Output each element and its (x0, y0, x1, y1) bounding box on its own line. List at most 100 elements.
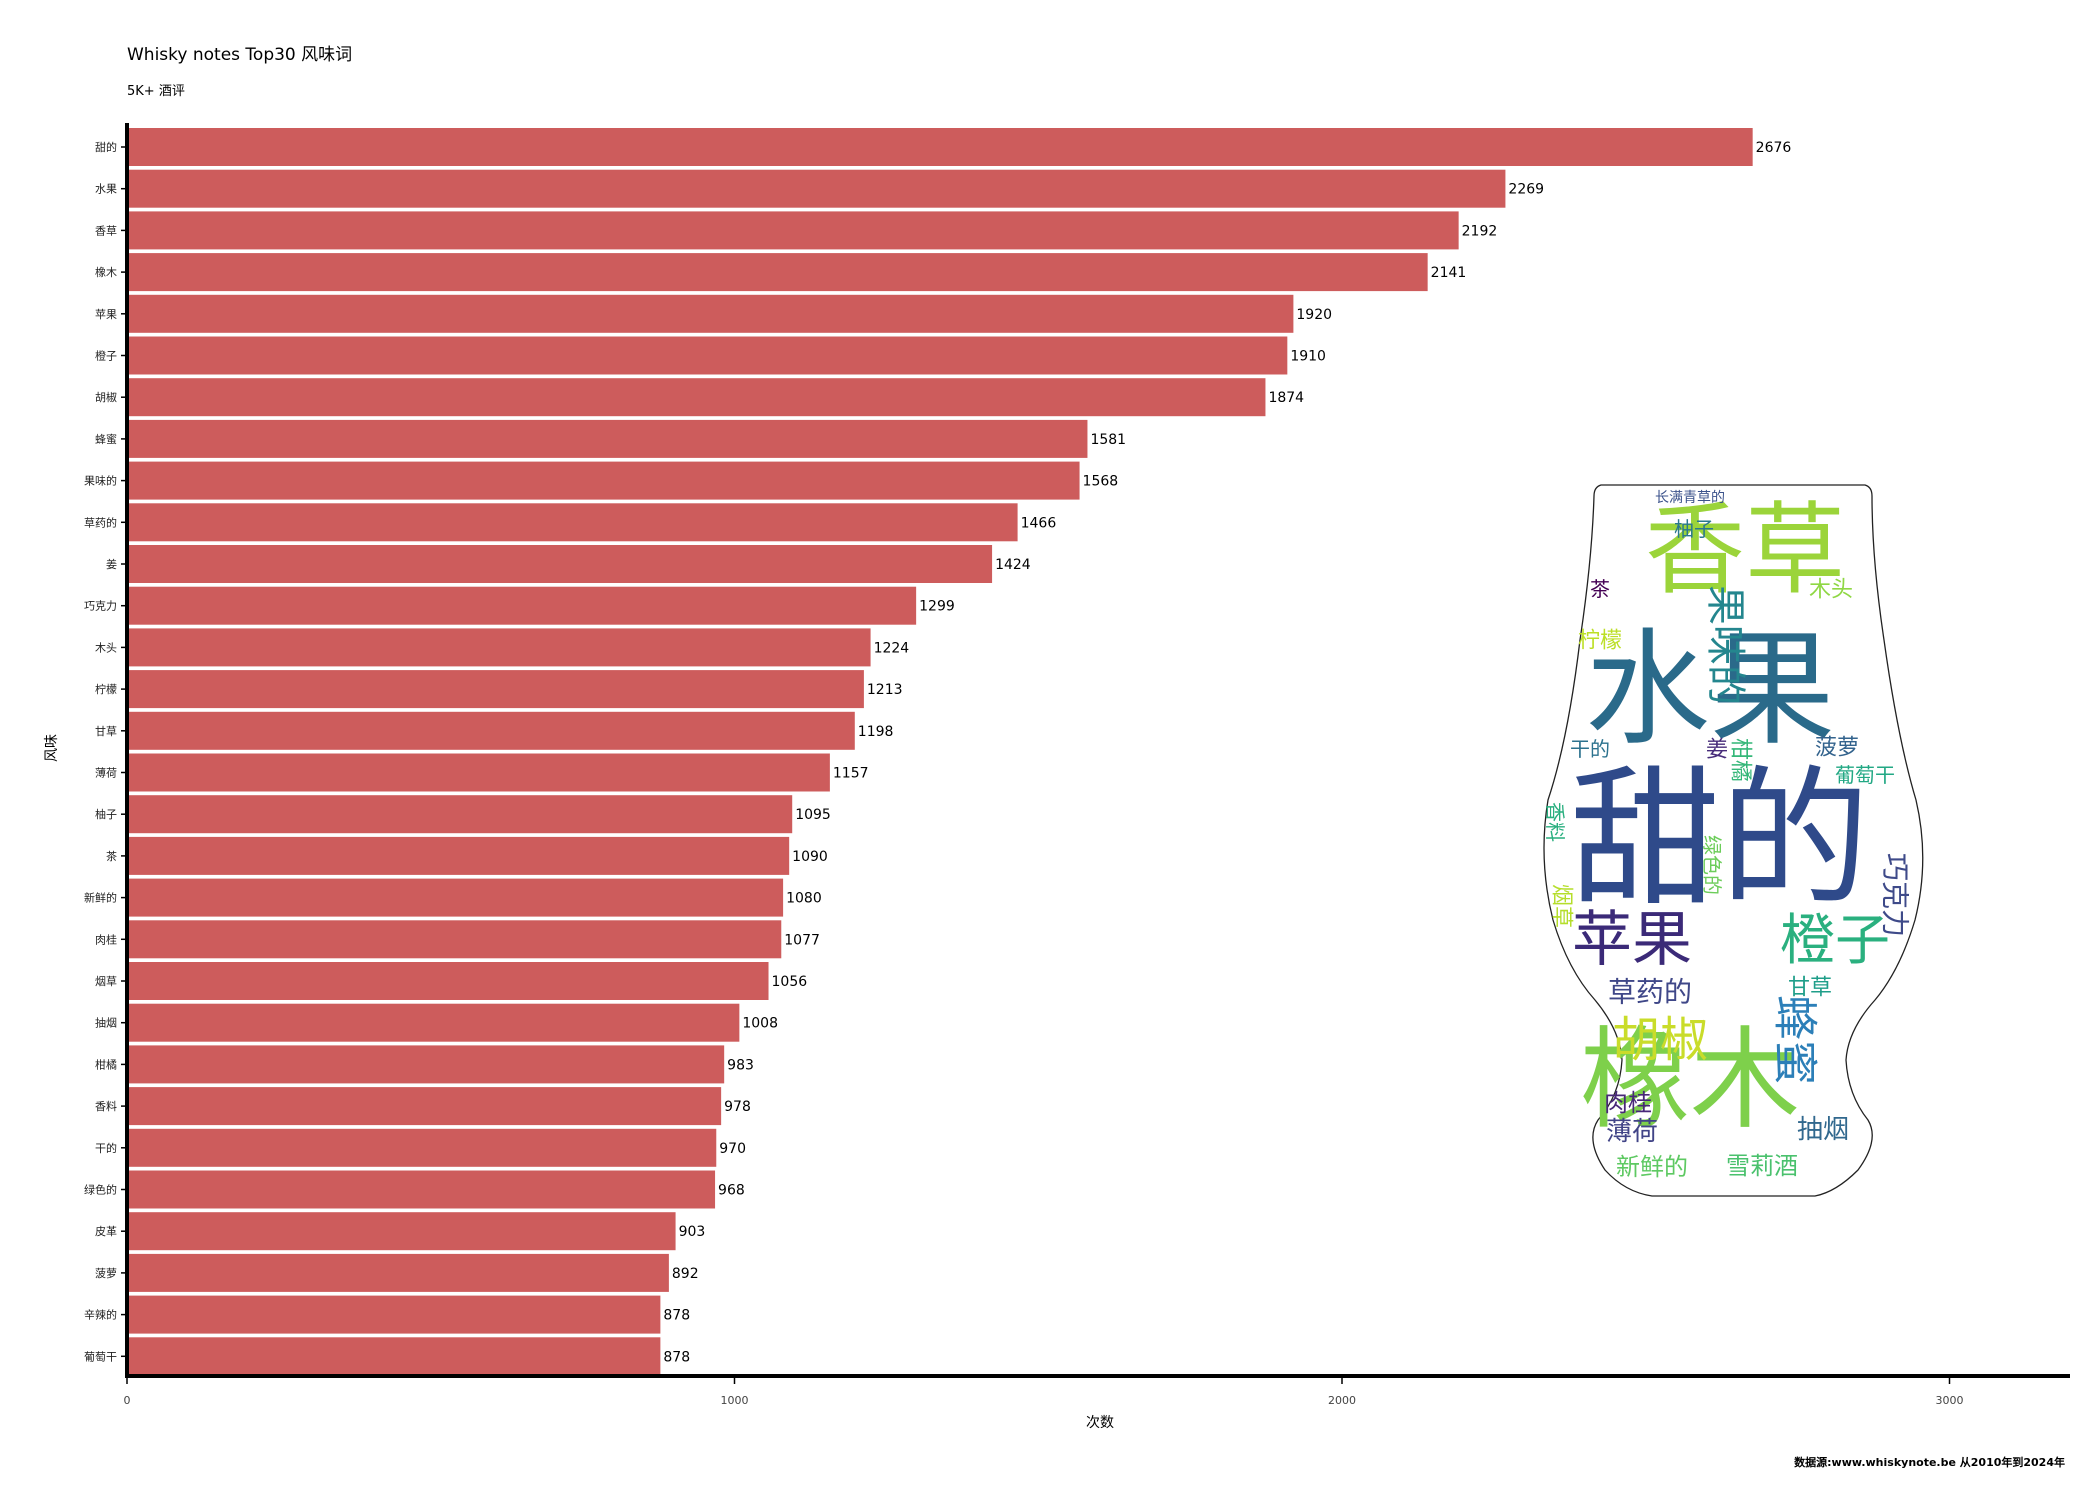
bar-7 (127, 378, 1266, 417)
value-label: 1198 (858, 724, 894, 740)
bar-29 (127, 1295, 661, 1334)
category-label: 果味的 (84, 474, 117, 488)
wordcloud-word: 柠檬 (1578, 629, 1622, 654)
bar-21 (127, 962, 769, 1000)
wordcloud-word: 苹果 (1572, 905, 1692, 975)
bar-5 (127, 294, 1294, 333)
bar-20 (127, 920, 782, 959)
value-label: 1910 (1290, 349, 1326, 365)
category-label: 菠萝 (95, 1267, 117, 1280)
x-tick-label: 0 (124, 1394, 131, 1407)
category-label: 香草 (95, 224, 117, 237)
category-label: 新鲜的 (84, 891, 117, 905)
bar-26 (127, 1170, 716, 1209)
chart-subtitle: 5K+ 酒评 (127, 84, 185, 99)
wordcloud-word: 干的 (1570, 737, 1610, 761)
value-label: 1080 (786, 891, 822, 907)
category-label: 橡木 (95, 266, 117, 279)
value-label: 2192 (1462, 223, 1498, 239)
category-label: 茶 (106, 850, 117, 863)
bar-16 (127, 753, 830, 792)
value-label: 1056 (772, 974, 808, 990)
chart-title: Whisky notes Top30 风味词 (127, 45, 353, 65)
category-label: 辛辣的 (84, 1308, 117, 1322)
y-axis-title: 风味 (44, 734, 60, 762)
category-label: 胡椒 (95, 390, 117, 404)
value-label: 968 (718, 1183, 745, 1199)
bar-4 (127, 253, 1428, 292)
bar-22 (127, 1003, 740, 1042)
value-label: 1299 (919, 599, 955, 615)
wordcloud-word: 绿色的 (1700, 835, 1724, 895)
wordcloud-word: 木头 (1809, 578, 1853, 603)
value-label: 892 (672, 1266, 699, 1282)
category-label: 烟草 (95, 974, 117, 988)
bar-18 (127, 836, 790, 875)
wordcloud-word: 长满青草的 (1655, 490, 1725, 506)
category-label: 甜的 (95, 140, 117, 154)
value-label: 878 (663, 1308, 690, 1324)
category-label: 薄荷 (95, 766, 117, 780)
category-label: 苹果 (95, 307, 117, 321)
bar-19 (127, 878, 784, 917)
value-label: 978 (724, 1099, 751, 1115)
wordcloud-word: 甜的 (1570, 753, 1870, 927)
category-label: 蜂蜜 (95, 432, 117, 446)
value-label: 1581 (1090, 432, 1126, 448)
wordcloud-word: 巧克力 (1879, 853, 1912, 937)
value-label: 1077 (784, 932, 820, 948)
value-label: 2141 (1431, 265, 1467, 281)
category-label: 肉桂 (95, 932, 117, 946)
value-label: 1090 (792, 849, 828, 865)
bar-3 (127, 211, 1459, 250)
value-label: 2676 (1756, 140, 1792, 156)
wordcloud-word: 橙子 (1780, 908, 1890, 972)
wordcloud-word: 蜂蜜 (1769, 995, 1822, 1085)
bar-25 (127, 1128, 717, 1167)
glencairn-glass-outline (1543, 484, 1924, 1197)
value-label: 1224 (874, 640, 910, 656)
value-label: 2269 (1508, 182, 1544, 198)
source-note: 数据源:www.whiskynote.be 从2010年到2024年 (1794, 1456, 2065, 1469)
x-tick-label: 2000 (1328, 1394, 1356, 1407)
wordcloud-word: 雪莉酒 (1726, 1152, 1798, 1180)
category-label: 柚子 (95, 807, 117, 821)
wordcloud-word: 肉桂 (1604, 1089, 1652, 1117)
x-tick-label: 3000 (1936, 1394, 1964, 1407)
bar-6 (127, 336, 1288, 375)
bar-28 (127, 1253, 669, 1292)
category-label: 抽烟 (95, 1016, 117, 1030)
bar-15 (127, 711, 855, 750)
wordcloud-word: 果味的 (1702, 585, 1748, 705)
bar-8 (127, 419, 1088, 458)
wordcloud-word: 柑橘 (1728, 738, 1753, 782)
category-label: 葡萄干 (84, 1350, 117, 1363)
bar-17 (127, 795, 793, 834)
value-label: 903 (679, 1224, 706, 1240)
bar-12 (127, 586, 917, 625)
value-label: 1424 (995, 557, 1031, 573)
ticks-layer: 0 1000 2000 3000 (121, 146, 1964, 1407)
category-label: 巧克力 (84, 600, 117, 613)
category-label: 香料 (95, 1099, 117, 1113)
wordcloud-word: 葡萄干 (1835, 763, 1895, 787)
category-label: 姜 (106, 557, 117, 571)
x-axis-title: 次数 (1086, 1415, 1114, 1431)
bar-13 (127, 628, 871, 667)
wordcloud-word: 柚子 (1674, 517, 1714, 541)
bar-23 (127, 1045, 725, 1084)
labels-layer: 甜的 2676 水果 2269 香草 2192 橡木 2141 苹果 1920 橙子 1910 胡椒 18… (84, 140, 1791, 1365)
wordcloud-word: 水果 (1585, 618, 1835, 763)
bar-30 (127, 1337, 661, 1376)
bar-2 (127, 169, 1506, 208)
bar-1 (127, 128, 1753, 166)
category-label: 草药的 (84, 515, 117, 529)
category-label: 木头 (95, 641, 117, 654)
bar-14 (127, 670, 864, 709)
category-label: 柑橘 (95, 1057, 117, 1071)
wordcloud-word: 薄荷 (1606, 1117, 1658, 1147)
value-label: 1920 (1296, 307, 1332, 323)
wordcloud-word: 甘草 (1788, 976, 1832, 1001)
bars-layer (127, 128, 1753, 1376)
